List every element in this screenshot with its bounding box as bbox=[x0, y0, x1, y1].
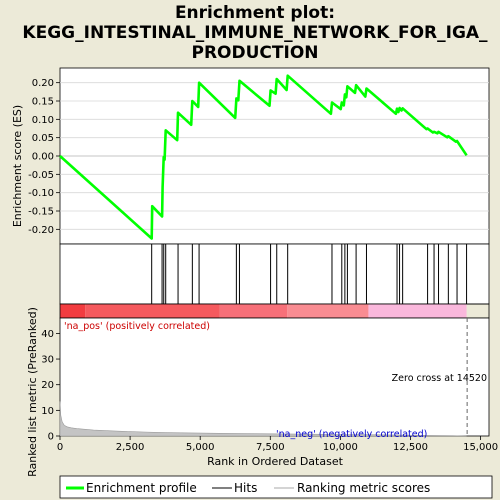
enrichment-profile-series bbox=[59, 74, 468, 240]
hits-series bbox=[151, 244, 468, 304]
ranking-color-bar bbox=[59, 303, 490, 319]
xtick-label-1: 2,500 bbox=[116, 442, 145, 453]
es-ytick-label-4: 0.00 bbox=[32, 152, 54, 163]
x-axis-ticks: 0 2,500 5,000 7,500 10,000 12,500 15,000 bbox=[57, 436, 498, 453]
xtick-label-0: 0 bbox=[57, 442, 63, 453]
positive-correlation-label: 'na_pos' (positively correlated) bbox=[64, 321, 210, 332]
xtick-label-5: 12,500 bbox=[393, 442, 428, 453]
es-ytick-label-2: 0.10 bbox=[32, 115, 54, 126]
negative-correlation-label: 'na_neg' (negatively correlated) bbox=[276, 429, 427, 440]
es-ytick-label-1: 0.15 bbox=[32, 97, 54, 108]
color-bar-segment-1 bbox=[85, 304, 220, 318]
legend-box bbox=[59, 475, 493, 499]
x-axis-label: Rank in Ordered Dataset bbox=[207, 455, 344, 468]
es-y-axis-label: Enrichment score (ES) bbox=[11, 105, 24, 227]
metric-ytick-label-0: 0 bbox=[48, 432, 54, 443]
legend-metric-label: Ranking metric scores bbox=[297, 481, 430, 495]
es-ytick-label-3: 0.05 bbox=[32, 133, 54, 144]
es-ytick-label-7: -0.15 bbox=[28, 207, 54, 218]
chart-title-line-3: PRODUCTION bbox=[192, 43, 319, 63]
es-ytick-label-8: -0.20 bbox=[28, 225, 54, 236]
xtick-label-6: 15,000 bbox=[463, 442, 498, 453]
metric-ytick-label-4: 40 bbox=[41, 329, 54, 340]
es-gridlines bbox=[60, 82, 489, 230]
chart-title-line-2: KEGG_INTESTINAL_IMMUNE_NETWORK_FOR_IGA_ bbox=[22, 23, 488, 43]
color-bar-segment-2 bbox=[219, 304, 288, 318]
hits-panel bbox=[59, 243, 490, 305]
enrichment-profile-line bbox=[59, 74, 468, 240]
metric-y-ticks: 0 10 20 30 40 bbox=[41, 329, 60, 443]
metric-panel bbox=[59, 317, 490, 437]
color-bar-segment-4 bbox=[368, 304, 467, 318]
metric-ytick-label-2: 20 bbox=[41, 380, 54, 391]
color-bar-segment-0 bbox=[60, 304, 86, 318]
metric-ytick-label-3: 30 bbox=[41, 355, 54, 366]
metric-y-axis-label: Ranked list metric (PreRanked) bbox=[26, 307, 39, 477]
zero-cross-label: Zero cross at 14520 bbox=[392, 373, 487, 384]
xtick-label-3: 7,500 bbox=[256, 442, 285, 453]
metric-ytick-label-1: 10 bbox=[41, 406, 54, 417]
es-y-ticks: 0.20 0.15 0.10 0.05 0.00 -0.05 -0.10 -0.15 -0.20 bbox=[28, 78, 60, 236]
ranking-metric-area bbox=[59, 401, 467, 437]
es-ytick-label-5: -0.05 bbox=[28, 170, 54, 181]
xtick-label-4: 10,000 bbox=[323, 442, 358, 453]
xtick-label-2: 5,000 bbox=[186, 442, 215, 453]
legend: Enrichment profile Hits Ranking metric s… bbox=[59, 475, 493, 499]
es-ytick-label-6: -0.10 bbox=[28, 188, 54, 199]
chart-title-line-1: Enrichment plot: bbox=[175, 3, 335, 23]
es-ytick-label-0: 0.20 bbox=[32, 78, 54, 89]
ranking-metric-series bbox=[59, 318, 468, 437]
color-bar-segment-3 bbox=[287, 304, 369, 318]
legend-enrichment-label: Enrichment profile bbox=[86, 481, 197, 495]
legend-hits-label: Hits bbox=[234, 481, 257, 495]
